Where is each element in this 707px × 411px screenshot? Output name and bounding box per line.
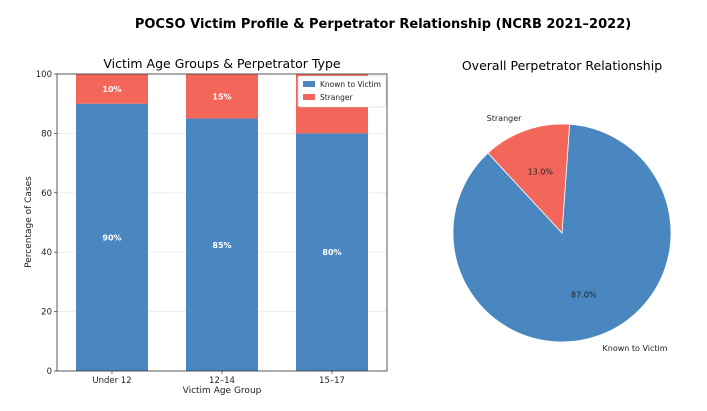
- bar-stranger-0: [76, 74, 148, 104]
- pie-slices: [452, 123, 672, 343]
- bar-known-2: [296, 133, 368, 371]
- y-tick-label: 100: [36, 70, 52, 80]
- x-tick-label: Under 12: [92, 376, 131, 386]
- pie-slice-stranger: [487, 123, 571, 234]
- bar-data-label: 10%: [102, 85, 121, 94]
- bar-known-0: [76, 103, 148, 371]
- bar-y-ticks: 0 20 40 60 80 100: [36, 70, 57, 377]
- legend-swatch-known: [303, 81, 315, 87]
- bar-known-1: [186, 118, 258, 371]
- bar-data-label: 90%: [102, 233, 121, 242]
- pie-labels: 87.0% Known to Victim 13.0% Stranger: [487, 114, 668, 353]
- legend-swatch-stranger: [303, 94, 315, 100]
- legend-box: [297, 75, 387, 108]
- y-tick-label: 40: [41, 248, 52, 258]
- bar-y-axis-label: Percentage of Cases: [24, 176, 34, 268]
- bar-stranger-1: [186, 74, 258, 119]
- x-tick-label: 12–14: [209, 376, 235, 386]
- pie-category-label: Known to Victim: [603, 344, 668, 353]
- pie-pct-label: 87.0%: [571, 291, 597, 300]
- legend-label-stranger: Stranger: [320, 93, 354, 102]
- y-tick-label: 60: [41, 189, 52, 199]
- y-tick-label: 0: [47, 367, 52, 377]
- bar-data-label: 15%: [212, 92, 231, 101]
- pie-chart-title: Overall Perpetrator Relationship: [462, 58, 662, 73]
- bar-legend: Known to Victim Stranger: [297, 75, 387, 108]
- bar-x-axis-label: Victim Age Group: [183, 386, 262, 396]
- pie-category-label: Stranger: [487, 114, 522, 123]
- legend-label-known: Known to Victim: [320, 80, 381, 89]
- bar-data-label: 80%: [322, 248, 341, 257]
- bar-data-label: 85%: [212, 241, 231, 250]
- y-tick-label: 80: [41, 129, 52, 139]
- x-tick-label: 15–17: [319, 376, 345, 386]
- bar-axes-frame: [56, 73, 388, 372]
- bar-chart-title: Victim Age Groups & Perpetrator Type: [103, 56, 340, 71]
- pie-pct-label: 13.0%: [528, 167, 554, 176]
- bar-x-ticks: Under 12 12–14 15–17: [92, 371, 345, 386]
- y-tick-label: 20: [41, 308, 52, 318]
- figure-title: POCSO Victim Profile & Perpetrator Relat…: [135, 17, 631, 32]
- bar-series: [76, 74, 368, 371]
